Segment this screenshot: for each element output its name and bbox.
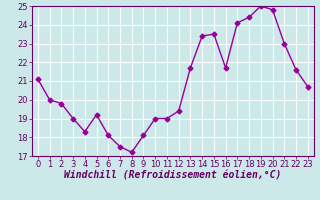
X-axis label: Windchill (Refroidissement éolien,°C): Windchill (Refroidissement éolien,°C): [64, 171, 282, 181]
